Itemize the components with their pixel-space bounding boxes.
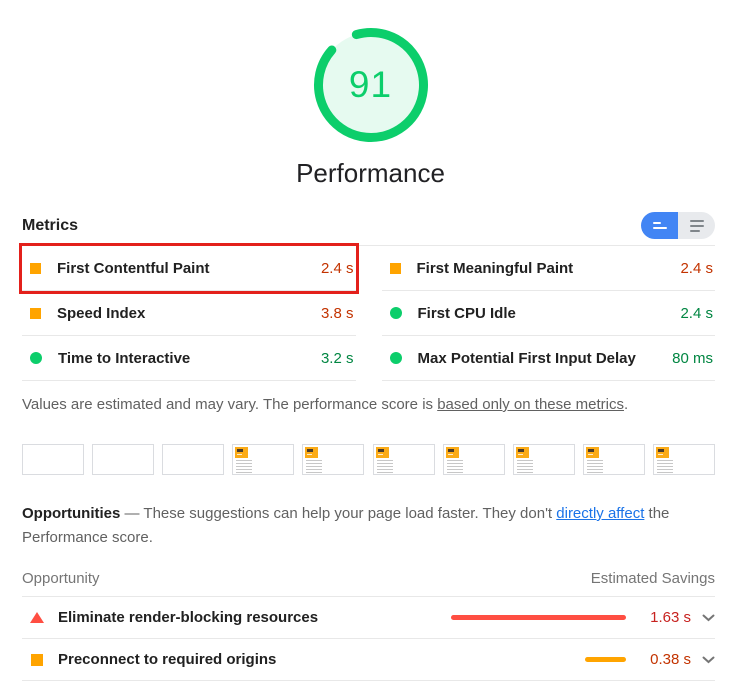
thumbnail-logo	[515, 447, 529, 458]
savings-value: 0.38 s	[650, 651, 691, 668]
pass-circle-icon	[389, 352, 402, 364]
metrics-header-divider	[22, 245, 715, 246]
pass-circle-icon	[30, 352, 42, 364]
filmstrip-frame-page	[652, 444, 715, 475]
average-square-icon	[30, 307, 41, 319]
filmstrip-frame-page	[582, 444, 645, 475]
report-content: Metrics First Contentful Paint 2.4 s Speed…	[0, 212, 741, 681]
metrics-header: Metrics	[22, 212, 715, 239]
savings-bar-track	[451, 657, 626, 662]
metric-label: Max Potential First Input Delay	[417, 349, 636, 367]
thumbnail-logo	[445, 447, 459, 458]
metrics-section-title: Metrics	[22, 216, 79, 234]
thumbnail-text-lines	[446, 460, 463, 473]
directly-affect-link[interactable]: directly affect	[556, 505, 645, 522]
metrics-column-left: First Contentful Paint 2.4 s Speed Index 3.…	[22, 246, 356, 381]
thumbnail-logo	[235, 447, 249, 458]
metric-value: 2.4 s	[680, 259, 713, 277]
opportunities-desc-suffix: the Performance score.	[22, 505, 670, 546]
thumbnail-text-lines	[516, 460, 533, 473]
estimated-savings-column-header: Estimated Savings	[590, 570, 715, 587]
metric-value: 3.8 s	[320, 304, 354, 322]
filmstrip-frame-page	[372, 444, 435, 475]
metric-value: 80 ms	[672, 349, 713, 367]
metric-row: First Contentful Paint 2.4 s	[22, 246, 356, 291]
opportunity-row[interactable]: Eliminate render-blocking resources 1.63 …	[22, 597, 715, 639]
thumbnail-logo	[655, 447, 669, 458]
average-square-icon	[389, 262, 401, 274]
metrics-disclaimer: Values are estimated and may vary. The p…	[22, 396, 715, 413]
filmstrip-frame-blank	[22, 444, 84, 475]
thumbnail-text-lines	[376, 460, 393, 473]
metric-label: Time to Interactive	[58, 349, 191, 367]
thumbnail-text-lines	[306, 460, 323, 473]
opportunity-row[interactable]: Preconnect to required origins 0.38 s	[22, 639, 715, 681]
metric-row: Max Potential First Input Delay 80 ms	[381, 336, 715, 381]
metric-row: First CPU Idle 2.4 s	[381, 291, 715, 336]
filmstrip-frame-page	[442, 444, 505, 475]
metric-label: First Meaningful Paint	[416, 259, 574, 277]
average-square-icon	[31, 653, 43, 666]
average-square-icon	[30, 262, 41, 274]
disclaimer-text: Values are estimated and may vary. The p…	[22, 396, 438, 413]
metric-row: Time to Interactive 3.2 s	[22, 336, 356, 381]
opportunities-desc-text: These suggestions can help your page loa…	[143, 505, 557, 522]
thumbnail-text-lines	[656, 460, 673, 473]
list-view-icon	[689, 219, 704, 232]
thumbnail-logo	[375, 447, 389, 458]
filmstrip-frame-page	[512, 444, 575, 475]
thumbnail-logo	[585, 447, 599, 458]
fail-triangle-icon	[30, 612, 44, 623]
disclaimer-period: .	[623, 396, 629, 413]
metric-label: First Contentful Paint	[57, 259, 210, 277]
performance-gauge-section: 91 Performance	[0, 0, 741, 189]
filmstrip-frame-blank	[162, 444, 225, 475]
opportunity-label: Preconnect to required origins	[58, 651, 277, 668]
metric-value: 2.4 s	[680, 304, 713, 322]
savings-bar	[585, 657, 626, 662]
filmstrip-frame-blank	[92, 444, 155, 475]
savings-bar-track	[451, 615, 626, 620]
thumbnail-text-lines	[586, 460, 603, 473]
opportunity-column-header: Opportunity	[22, 570, 100, 587]
metric-label: Speed Index	[57, 304, 146, 322]
opportunity-icon-wrap	[30, 612, 44, 623]
opportunity-icon-wrap	[30, 653, 44, 666]
metric-label: First CPU Idle	[417, 304, 516, 322]
toggle-list-view-button[interactable]	[678, 212, 715, 239]
pass-circle-icon	[389, 307, 402, 319]
opportunities-table-header: Opportunity Estimated Savings	[22, 570, 715, 597]
filmstrip-frame-page	[302, 444, 365, 475]
opportunities-description: Opportunities — These suggestions can he…	[22, 502, 715, 550]
metrics-column-right: First Meaningful Paint 2.4 s First CPU Idl…	[381, 246, 715, 381]
filmstrip-frame-page	[232, 444, 295, 475]
metric-row: First Meaningful Paint 2.4 s	[381, 246, 715, 291]
opportunities-dash: —	[120, 505, 144, 522]
metric-value: 2.4 s	[320, 259, 354, 277]
condensed-view-icon	[652, 222, 667, 229]
score-gauge-ring-icon	[313, 27, 428, 142]
chevron-down-icon[interactable]	[702, 614, 715, 622]
metrics-calculator-link[interactable]: based only on these metrics	[437, 396, 624, 413]
performance-category-title: Performance	[296, 158, 445, 188]
score-gauge: 91	[311, 25, 431, 145]
metric-row: Speed Index 3.8 s	[22, 291, 356, 336]
metric-value: 3.2 s	[320, 349, 354, 367]
opportunities-rows: Eliminate render-blocking resources 1.63 …	[22, 597, 715, 681]
savings-value: 1.63 s	[650, 609, 691, 626]
metrics-grid: First Contentful Paint 2.4 s Speed Index 3.…	[22, 246, 715, 381]
thumbnail-logo	[305, 447, 319, 458]
thumbnail-text-lines	[236, 460, 253, 473]
metrics-view-toggle[interactable]	[641, 212, 715, 239]
screenshot-filmstrip	[22, 444, 715, 475]
toggle-condensed-view-button[interactable]	[641, 212, 678, 239]
performance-score-value: 91	[348, 64, 393, 105]
opportunity-label: Eliminate render-blocking resources	[58, 609, 319, 626]
opportunities-section-title: Opportunities	[22, 505, 121, 522]
chevron-down-icon[interactable]	[702, 656, 715, 664]
savings-bar	[451, 615, 626, 620]
